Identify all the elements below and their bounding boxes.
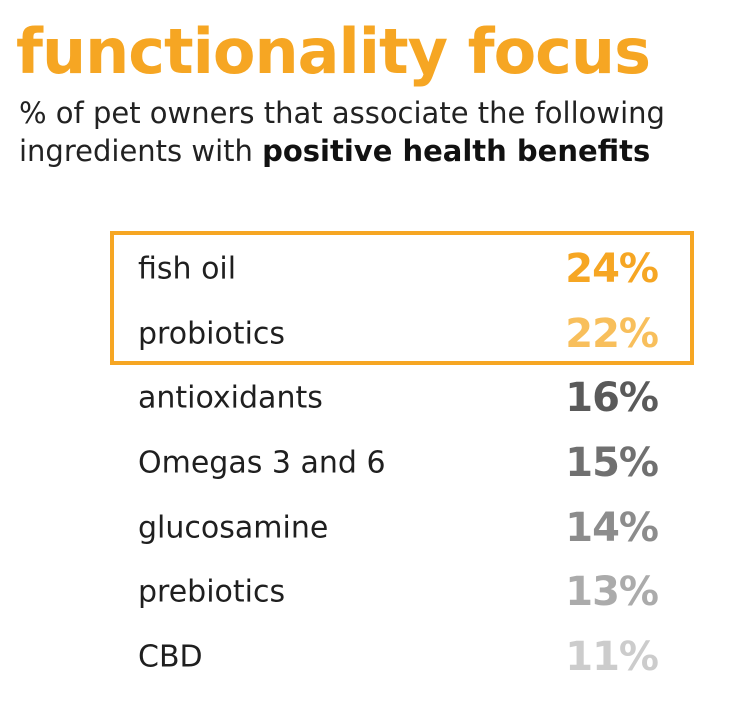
table-row: CBD 11% <box>138 625 659 690</box>
table-row: prebiotics 13% <box>138 560 659 625</box>
row-value: 11% <box>565 633 659 680</box>
row-value: 14% <box>565 504 659 551</box>
row-value: 24% <box>565 246 659 293</box>
row-label: probiotics <box>138 316 286 352</box>
subtitle-line-2: ingredients with positive health benefit… <box>19 132 665 170</box>
subtitle-line-1: % of pet owners that associate the follo… <box>19 96 665 130</box>
row-label: antioxidants <box>138 380 323 416</box>
table-row: fish oil 24% <box>138 237 659 302</box>
subtitle-line-2-plain: ingredients with <box>19 134 263 168</box>
table-row: Omegas 3 and 6 15% <box>138 431 659 496</box>
row-value: 16% <box>565 375 659 422</box>
row-label: Omegas 3 and 6 <box>138 445 386 481</box>
table-row: glucosamine 14% <box>138 495 659 560</box>
highlight-box <box>110 231 694 365</box>
table-row: antioxidants 16% <box>138 366 659 431</box>
chart-subtitle: % of pet owners that associate the follo… <box>19 94 665 170</box>
table-row: probiotics 22% <box>138 302 659 367</box>
row-value: 22% <box>565 310 659 357</box>
subtitle-line-2-bold: positive health benefits <box>262 134 651 168</box>
row-value: 15% <box>565 440 659 487</box>
chart-title: functionality focus <box>16 15 651 88</box>
ingredient-table: fish oil 24% probiotics 22% antioxidants 16% O… <box>138 237 659 690</box>
row-label: fish oil <box>138 251 237 287</box>
row-label: prebiotics <box>138 574 286 610</box>
row-label: glucosamine <box>138 510 329 546</box>
row-label: CBD <box>138 639 203 675</box>
row-value: 13% <box>565 569 659 616</box>
